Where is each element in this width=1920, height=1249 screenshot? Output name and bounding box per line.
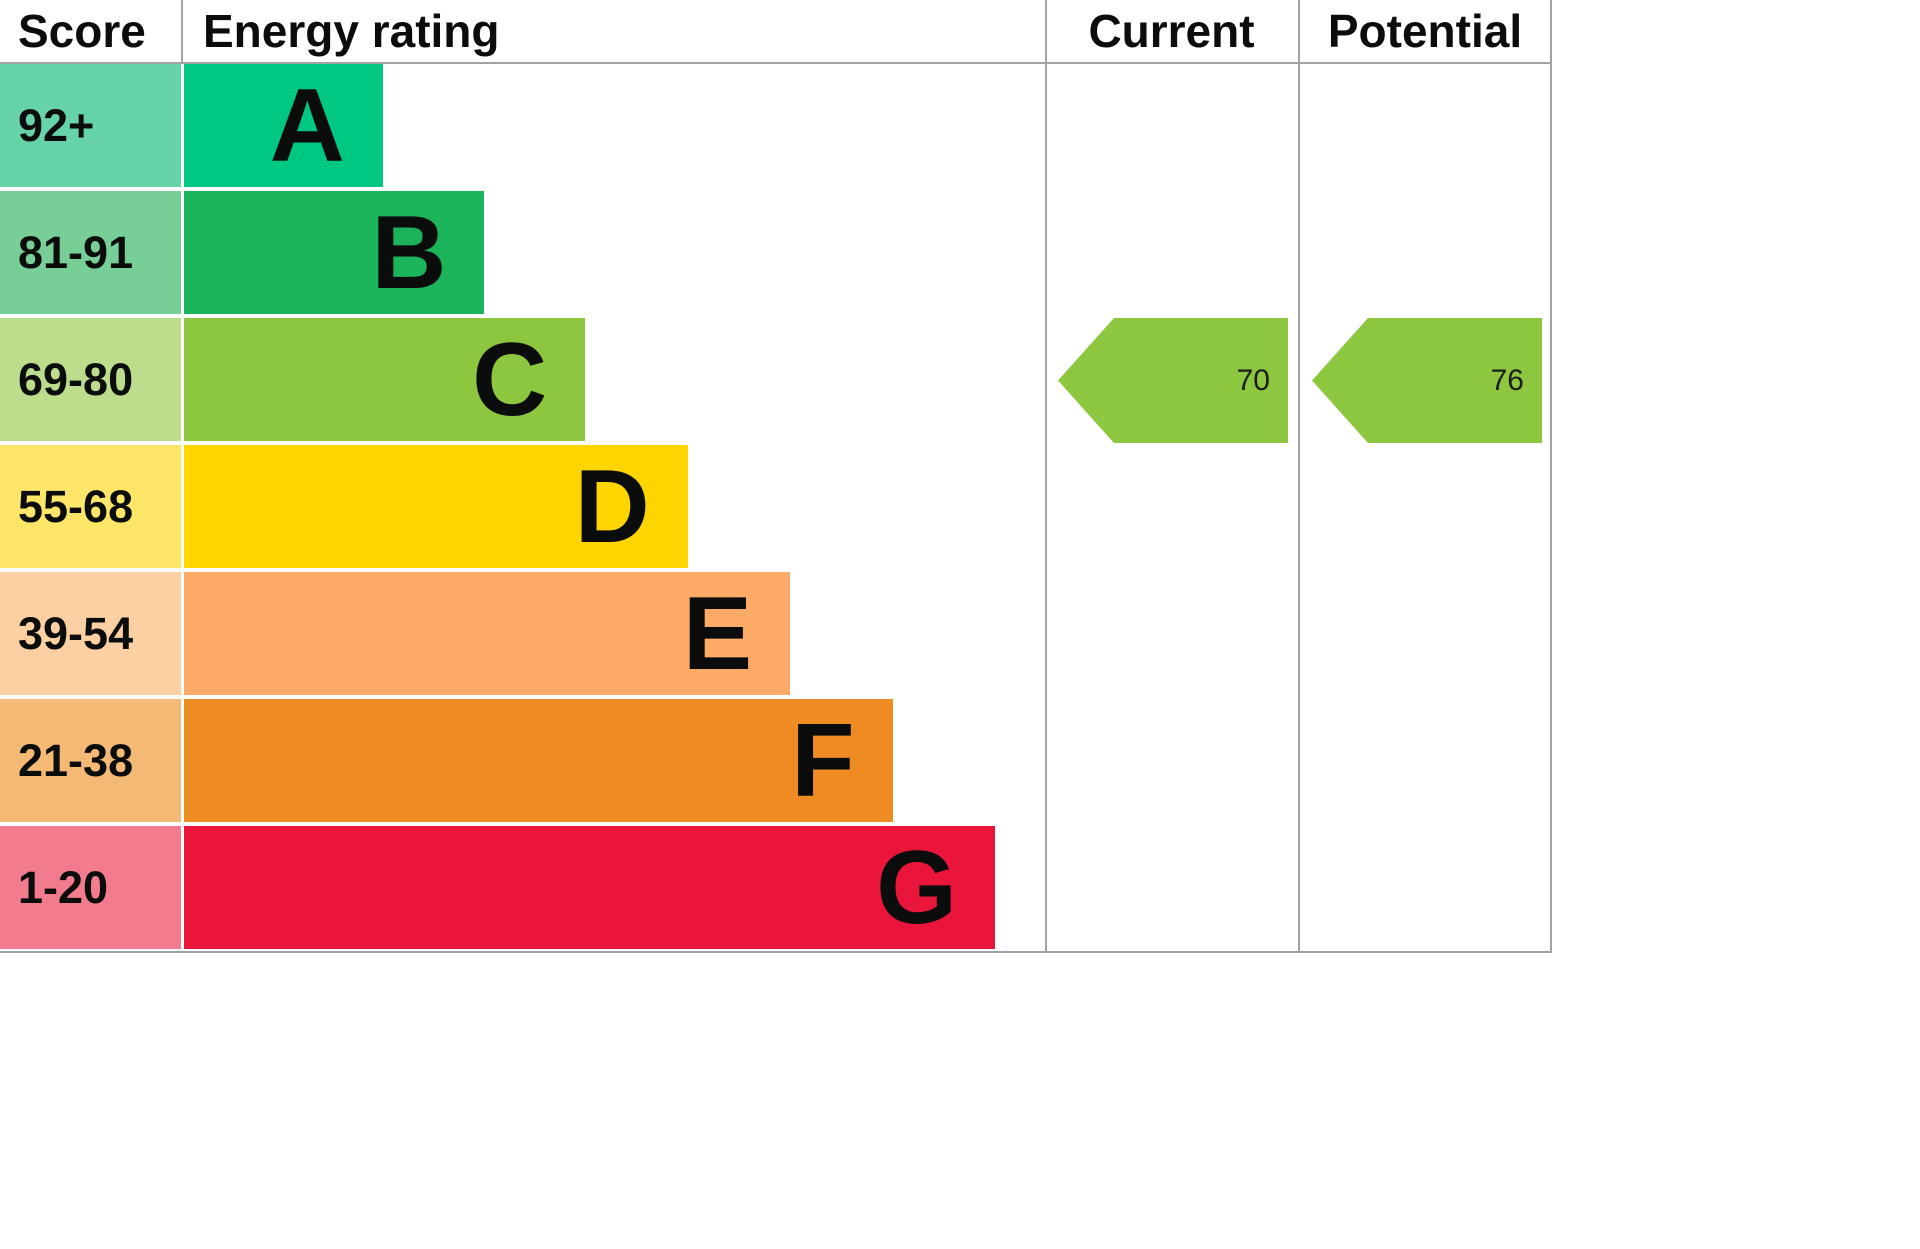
bottom-border bbox=[0, 951, 1552, 953]
band-letter: D bbox=[574, 448, 650, 565]
band-bar-track: A bbox=[184, 64, 1045, 187]
potential-rating-arrow: 76 bbox=[1312, 318, 1542, 443]
band-letter: E bbox=[682, 575, 753, 692]
header-divider bbox=[0, 62, 1552, 64]
band-row: 39-54 E bbox=[0, 572, 1045, 699]
band-bar-track: B bbox=[184, 191, 1045, 314]
band-row: 69-80 C bbox=[0, 318, 1045, 445]
band-score-range: 69-80 bbox=[0, 318, 181, 441]
band-row: 1-20 G bbox=[0, 826, 1045, 953]
band-score-range: 81-91 bbox=[0, 191, 181, 314]
score-rating-divider bbox=[181, 0, 183, 62]
band-letter: B bbox=[371, 194, 447, 311]
band-letter: G bbox=[876, 829, 958, 946]
band-letter: F bbox=[791, 702, 855, 819]
current-column: 70 bbox=[1047, 62, 1296, 951]
band-row: 81-91 B bbox=[0, 191, 1045, 318]
current-column-header: Current bbox=[1088, 5, 1255, 57]
band-bar-track: D bbox=[184, 445, 1045, 568]
band-score-range: 39-54 bbox=[0, 572, 181, 695]
band-bar-track: E bbox=[184, 572, 1045, 695]
band-bar-track: G bbox=[184, 826, 1045, 949]
band-bar: F bbox=[184, 699, 893, 822]
current-potential-divider bbox=[1298, 0, 1300, 953]
band-row: 21-38 F bbox=[0, 699, 1045, 826]
band-bar: B bbox=[184, 191, 485, 314]
band-bar: G bbox=[184, 826, 996, 949]
band-bar: C bbox=[184, 318, 586, 441]
band-bar-track: C bbox=[184, 318, 1045, 441]
score-column-header: Score bbox=[18, 5, 146, 57]
energy-rating-column-header: Energy rating bbox=[203, 5, 500, 57]
chart-header: Score Energy rating Current Potential bbox=[0, 0, 1552, 62]
band-score-range: 1-20 bbox=[0, 826, 181, 949]
band-bar: D bbox=[184, 445, 688, 568]
band-letter: A bbox=[269, 67, 345, 184]
band-bar-track: F bbox=[184, 699, 1045, 822]
current-rating-value: 70 bbox=[1236, 363, 1270, 397]
band-rows: 92+ A 81-91 B 69-80 C 55-6 bbox=[0, 64, 1045, 953]
band-score-range: 92+ bbox=[0, 64, 181, 187]
band-score-range: 21-38 bbox=[0, 699, 181, 822]
potential-rating-value: 76 bbox=[1490, 363, 1524, 397]
band-row: 55-68 D bbox=[0, 445, 1045, 572]
current-rating-arrow: 70 bbox=[1058, 318, 1288, 443]
band-row: 92+ A bbox=[0, 64, 1045, 191]
potential-column: 76 bbox=[1300, 62, 1550, 951]
potential-column-header: Potential bbox=[1327, 5, 1523, 57]
band-bar: E bbox=[184, 572, 791, 695]
energy-rating-chart: Score Energy rating Current Potential 92… bbox=[0, 0, 1552, 953]
band-letter: C bbox=[472, 321, 548, 438]
band-bar: A bbox=[184, 64, 383, 187]
right-border bbox=[1550, 0, 1552, 953]
rating-current-divider bbox=[1045, 0, 1047, 953]
band-score-range: 55-68 bbox=[0, 445, 181, 568]
